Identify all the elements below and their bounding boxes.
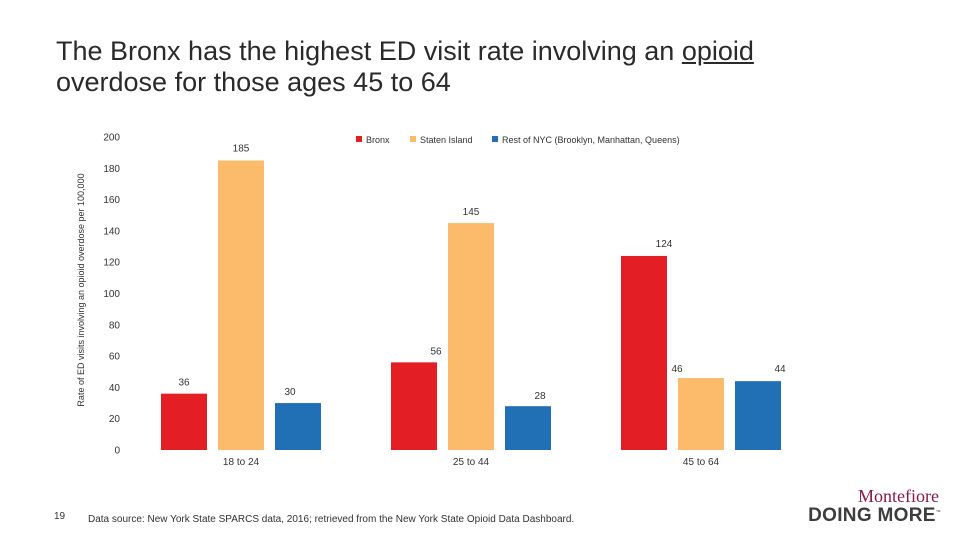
data-label: 145	[463, 207, 480, 218]
y-axis-label-group: Rate of ED visits involving an opioid ov…	[76, 173, 86, 406]
data-label: 46	[671, 364, 683, 375]
title-underlined-word: opioid	[681, 36, 754, 66]
logo-tagline: DOING MORE™	[808, 505, 941, 526]
y-tick-label: 200	[103, 133, 120, 144]
data-label: 124	[656, 239, 673, 250]
bars-group	[161, 160, 781, 450]
x-tick-label: 18 to 24	[223, 457, 260, 468]
y-axis-label: Rate of ED visits involving an opioid ov…	[76, 173, 86, 406]
legend-label: Staten Island	[420, 135, 473, 145]
bar	[678, 378, 724, 450]
y-tick-label: 80	[109, 320, 121, 331]
data-label: 28	[534, 391, 546, 402]
y-tick-label: 40	[109, 383, 121, 394]
data-labels-group: 36 56 124 185 145 46 30 28 44	[178, 143, 786, 402]
data-label: 36	[178, 378, 190, 389]
legend-label: Bronx	[366, 135, 390, 145]
data-label: 30	[284, 387, 296, 398]
legend-swatch	[492, 136, 498, 142]
bar	[391, 362, 437, 450]
logo-tagline-text: DOING MORE	[808, 505, 936, 526]
montefiore-logo: Montefiore DOING MORE™	[800, 486, 945, 526]
x-tick-label: 25 to 44	[453, 457, 490, 468]
page-number: 19	[54, 511, 66, 522]
y-tick-label: 120	[103, 258, 120, 269]
data-label: 44	[774, 364, 786, 375]
legend-label: Rest of NYC (Brooklyn, Manhattan, Queens…	[502, 135, 680, 145]
x-axis-ticks: 18 to 24 25 to 44 45 to 64	[223, 457, 720, 468]
y-tick-label: 160	[103, 195, 120, 206]
legend: Bronx Staten Island Rest of NYC (Brooklyn,…	[356, 135, 680, 145]
x-tick-label: 45 to 64	[683, 457, 720, 468]
bar	[621, 255, 667, 450]
y-tick-label: 140	[103, 226, 120, 237]
y-tick-label: 0	[114, 446, 120, 457]
bar	[735, 381, 781, 450]
y-tick-label: 100	[103, 289, 120, 300]
title-part2: overdose for those ages 45 to 64	[56, 67, 451, 97]
page-title: The Bronx has the highest ED visit rate …	[56, 36, 926, 98]
y-tick-label: 60	[109, 352, 121, 363]
y-tick-label: 180	[103, 164, 120, 175]
bar	[218, 160, 264, 450]
legend-swatch	[410, 136, 416, 142]
y-axis-ticks: 0 20 40 60 80 100 120 140 160 180 200	[103, 133, 120, 457]
source-note: Data source: New York State SPARCS data,…	[88, 514, 575, 525]
bar	[275, 403, 321, 450]
bar	[505, 406, 551, 450]
bar	[448, 223, 494, 450]
data-label: 185	[233, 143, 250, 154]
data-label: 56	[430, 346, 442, 357]
y-tick-label: 20	[109, 414, 121, 425]
legend-swatch	[356, 136, 362, 142]
logo-wordmark: Montefiore	[858, 486, 939, 506]
bar	[161, 393, 207, 450]
title-part1: The Bronx has the highest ED visit rate …	[56, 36, 682, 66]
